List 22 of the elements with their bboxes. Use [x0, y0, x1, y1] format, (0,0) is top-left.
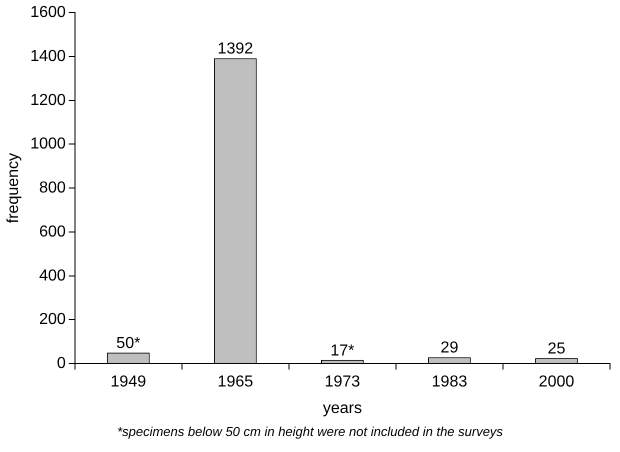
- data-label: 1392: [218, 40, 254, 58]
- y-tick-label: 1200: [30, 92, 66, 109]
- data-label: 50*: [116, 335, 140, 352]
- text: *specimens below 50 cm in height were not included in the surveys: [116, 424, 504, 439]
- data-label: 29: [440, 340, 458, 357]
- y-tick-label: 800: [39, 180, 66, 197]
- data-label: 17*: [330, 342, 354, 360]
- x-tick-label: 1949: [110, 374, 146, 391]
- x-tick-label: 1983: [432, 374, 468, 391]
- data-label: 25: [548, 340, 566, 358]
- y-tick-label: 0: [56, 355, 66, 372]
- y-tick-label: 600: [39, 223, 66, 240]
- y-tick-label: 400: [39, 267, 66, 284]
- x-axis-title: years: [322, 400, 362, 417]
- y-axis-title: frequency: [5, 152, 22, 224]
- x-tick-label: 1965: [218, 374, 254, 391]
- y-tick-label: 200: [39, 311, 66, 328]
- y-tick-label: 1400: [30, 48, 66, 65]
- y-tick-label: 1600: [30, 4, 66, 22]
- x-tick-label: 1973: [324, 374, 360, 391]
- x-tick-label: 2000: [538, 374, 574, 391]
- y-tick-label: 1000: [30, 136, 66, 153]
